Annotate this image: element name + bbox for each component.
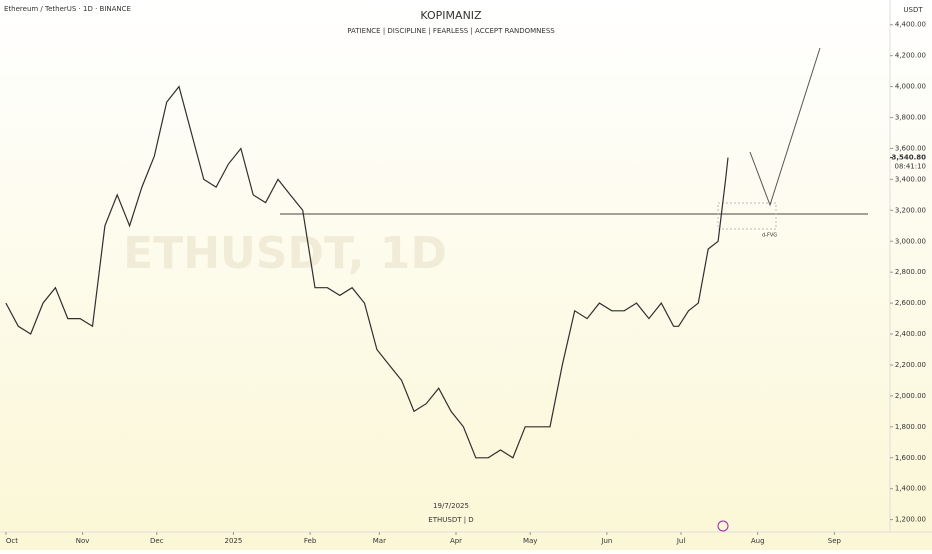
x-tick-label: Mar (373, 537, 386, 545)
y-tick-label: 3,000.00 (895, 237, 926, 245)
y-tick-label: 3,400.00 (895, 175, 926, 183)
y-tick-label: 1,400.00 (895, 485, 926, 493)
subtitle: PATIENCE | DISCIPLINE | FEARLESS | ACCEP… (347, 27, 555, 35)
x-tick-label: Jul (676, 537, 686, 545)
fvg-label: d-FVG (762, 233, 777, 239)
y-tick-label: 3,800.00 (895, 114, 926, 122)
y-tick-label: 3,600.00 (895, 144, 926, 152)
x-tick-label: Jun (600, 537, 612, 545)
x-tick-label: Oct (6, 537, 18, 545)
y-tick-label: 2,200.00 (895, 361, 926, 369)
y-tick-label: 3,200.00 (895, 206, 926, 214)
currency: USDT (903, 6, 923, 14)
projection (749, 47, 821, 207)
y-tick-label: 2,000.00 (895, 392, 926, 400)
symbol: Ethereum / TetherUS · 1D · BINANCE (4, 5, 131, 13)
y-tick-label: 4,000.00 (895, 83, 926, 91)
x-tick-label: Sep (828, 537, 842, 545)
y-tick-label: 2,600.00 (895, 299, 926, 307)
y-tick-label: 1,200.00 (895, 516, 926, 524)
y-tick-label: 1,600.00 (895, 454, 926, 462)
watermark: ETHUSDT, 1D (123, 228, 447, 279)
x-tick-label: Aug (751, 537, 765, 545)
ticker-label: ETHUSDT | D (428, 516, 473, 524)
x-tick-label: Apr (450, 537, 462, 545)
x-tick-label: Feb (304, 537, 317, 545)
x-tick-label: May (523, 537, 537, 545)
y-tick-label: 1,800.00 (895, 423, 926, 431)
y-tick-label: 2,400.00 (895, 330, 926, 338)
countdown: 08:41:10 (895, 163, 926, 171)
y-tick-label: 2,800.00 (895, 268, 926, 276)
price-line (5, 85, 729, 459)
x-tick-label: Nov (76, 537, 90, 545)
title: KOPIMANIZ (420, 9, 482, 22)
x-tick-label: 2025 (225, 537, 243, 545)
y-tick-label: 4,400.00 (895, 21, 926, 29)
fvg-box (717, 202, 777, 230)
date-label: 19/7/2025 (433, 502, 469, 510)
event-icon[interactable] (717, 520, 729, 532)
last-price-label: 3,540.80 (891, 154, 926, 162)
y-tick-label: 4,200.00 (895, 52, 926, 60)
x-tick-label: Dec (150, 537, 164, 545)
